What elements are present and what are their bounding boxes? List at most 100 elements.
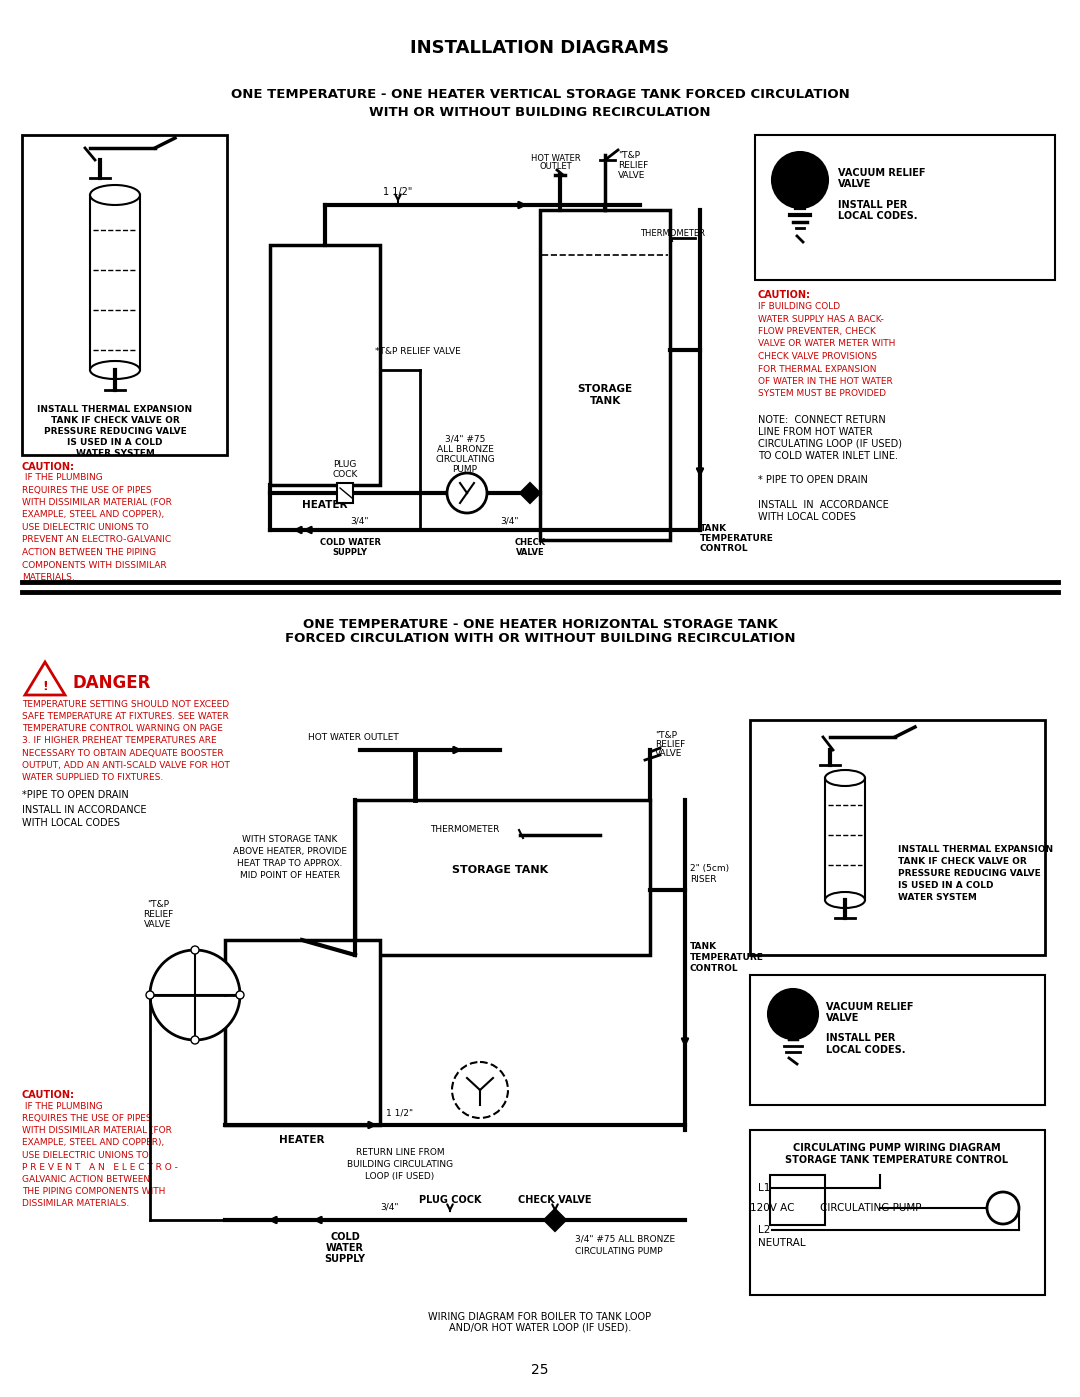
Text: TANK: TANK xyxy=(700,524,727,534)
Text: *PIPE TO OPEN DRAIN: *PIPE TO OPEN DRAIN xyxy=(22,789,129,800)
Text: VALVE: VALVE xyxy=(145,921,172,929)
Text: SUPPLY: SUPPLY xyxy=(333,548,367,557)
Text: * PIPE TO OPEN DRAIN: * PIPE TO OPEN DRAIN xyxy=(758,475,868,485)
Text: HOT WATER OUTLET: HOT WATER OUTLET xyxy=(308,733,399,742)
Text: CIRCULATING PUMP: CIRCULATING PUMP xyxy=(575,1248,663,1256)
Text: ONE TEMPERATURE - ONE HEATER VERTICAL STORAGE TANK FORCED CIRCULATION: ONE TEMPERATURE - ONE HEATER VERTICAL ST… xyxy=(231,88,849,102)
Text: PRESSURE REDUCING VALVE: PRESSURE REDUCING VALVE xyxy=(897,869,1041,879)
Text: INSTALL IN ACCORDANCE
WITH LOCAL CODES: INSTALL IN ACCORDANCE WITH LOCAL CODES xyxy=(22,805,147,828)
Circle shape xyxy=(191,1037,199,1044)
Text: 2" (5cm): 2" (5cm) xyxy=(690,863,729,873)
Text: 3/4": 3/4" xyxy=(501,515,519,525)
Text: WITH STORAGE TANK: WITH STORAGE TANK xyxy=(242,835,338,844)
Text: LINE FROM HOT WATER: LINE FROM HOT WATER xyxy=(758,427,873,437)
Text: 120V AC: 120V AC xyxy=(750,1203,795,1213)
Ellipse shape xyxy=(825,893,865,908)
Text: "T&P: "T&P xyxy=(654,731,677,740)
Text: CHECK VALVE: CHECK VALVE xyxy=(518,1194,592,1206)
Text: FORCED CIRCULATION WITH OR WITHOUT BUILDING RECIRCULATION: FORCED CIRCULATION WITH OR WITHOUT BUILD… xyxy=(285,631,795,645)
Text: 1 1/2": 1 1/2" xyxy=(383,187,413,197)
Text: VALVE: VALVE xyxy=(654,749,683,759)
Text: CIRCULATING LOOP (IF USED): CIRCULATING LOOP (IF USED) xyxy=(758,439,902,448)
Text: 25: 25 xyxy=(531,1363,549,1377)
Text: IF THE PLUMBING
REQUIRES THE USE OF PIPES
WITH DISSIMILAR MATERIAL (FOR
EXAMPLE,: IF THE PLUMBING REQUIRES THE USE OF PIPE… xyxy=(22,474,172,583)
Text: LOCAL CODES.: LOCAL CODES. xyxy=(826,1045,905,1055)
Ellipse shape xyxy=(90,184,140,205)
Text: TANK: TANK xyxy=(690,942,717,951)
Text: M: M xyxy=(998,1203,1009,1213)
Text: PLUG COCK: PLUG COCK xyxy=(419,1194,482,1206)
Text: RISER: RISER xyxy=(690,876,716,884)
Text: 3/4" #75: 3/4" #75 xyxy=(445,434,485,444)
Text: VALVE: VALVE xyxy=(838,179,872,189)
Text: TANK IF CHECK VALVE OR: TANK IF CHECK VALVE OR xyxy=(51,416,179,425)
Text: THERMOMETER: THERMOMETER xyxy=(640,229,705,237)
Bar xyxy=(755,136,1055,279)
Text: L2: L2 xyxy=(758,1225,770,1235)
Text: PLUG: PLUG xyxy=(334,460,356,469)
Text: CHECK: CHECK xyxy=(514,538,545,548)
Ellipse shape xyxy=(825,770,865,787)
Text: TEMPERATURE: TEMPERATURE xyxy=(690,953,764,963)
Circle shape xyxy=(447,474,487,513)
Text: TO COLD WATER INLET LINE.: TO COLD WATER INLET LINE. xyxy=(758,451,897,461)
Text: COLD: COLD xyxy=(330,1232,360,1242)
Text: WATER SYSTEM: WATER SYSTEM xyxy=(897,894,977,902)
Text: COLD WATER: COLD WATER xyxy=(320,538,380,548)
Bar xyxy=(770,1175,825,1225)
Text: CONTROL: CONTROL xyxy=(700,543,748,553)
Circle shape xyxy=(146,990,154,999)
Text: HEATER: HEATER xyxy=(280,1134,325,1146)
Text: TEMPERATURE: TEMPERATURE xyxy=(700,534,774,543)
Text: STORAGE TANK TEMPERATURE CONTROL: STORAGE TANK TEMPERATURE CONTROL xyxy=(785,1155,1009,1165)
Text: INSTALL PER: INSTALL PER xyxy=(826,1032,895,1044)
Text: "T&P: "T&P xyxy=(618,151,640,159)
Text: INSTALL THERMAL EXPANSION: INSTALL THERMAL EXPANSION xyxy=(897,845,1053,855)
Circle shape xyxy=(191,946,199,954)
Circle shape xyxy=(237,990,244,999)
Polygon shape xyxy=(544,1208,566,1231)
Text: 3/4": 3/4" xyxy=(381,1203,400,1213)
Text: 1 1/2": 1 1/2" xyxy=(387,1109,414,1118)
Text: THERMOMETER: THERMOMETER xyxy=(430,826,499,834)
Text: CAUTION:: CAUTION: xyxy=(758,291,811,300)
Text: STORAGE TANK: STORAGE TANK xyxy=(451,865,548,875)
Text: CONTROL: CONTROL xyxy=(690,964,739,972)
Text: INSTALLATION DIAGRAMS: INSTALLATION DIAGRAMS xyxy=(410,39,670,57)
Text: COCK: COCK xyxy=(333,469,357,479)
Text: STORAGE
TANK: STORAGE TANK xyxy=(578,384,633,407)
Text: IS USED IN A COLD: IS USED IN A COLD xyxy=(67,439,163,447)
Text: CIRCULATING PUMP: CIRCULATING PUMP xyxy=(820,1203,921,1213)
Bar xyxy=(750,1130,1045,1295)
Bar xyxy=(225,940,380,1125)
Text: WATER SYSTEM: WATER SYSTEM xyxy=(76,448,154,458)
Text: RELIEF: RELIEF xyxy=(654,740,685,749)
Text: ABOVE HEATER, PROVIDE: ABOVE HEATER, PROVIDE xyxy=(233,847,347,856)
Text: VALVE: VALVE xyxy=(515,548,544,557)
Text: INSTALL THERMAL EXPANSION: INSTALL THERMAL EXPANSION xyxy=(38,405,192,414)
Text: VACUUM RELIEF: VACUUM RELIEF xyxy=(826,1002,914,1011)
Text: RELIEF: RELIEF xyxy=(143,909,173,919)
Text: WITH LOCAL CODES: WITH LOCAL CODES xyxy=(758,511,855,522)
Polygon shape xyxy=(519,483,540,503)
Text: !: ! xyxy=(42,679,48,693)
Text: L1: L1 xyxy=(758,1183,770,1193)
Text: VALVE: VALVE xyxy=(618,170,646,179)
Bar xyxy=(750,719,1045,956)
Text: BUILDING CIRCULATING: BUILDING CIRCULATING xyxy=(347,1160,454,1169)
Text: PUMP: PUMP xyxy=(453,465,477,474)
Text: HOT WATER: HOT WATER xyxy=(531,154,581,163)
Bar xyxy=(540,210,670,541)
Text: INSTALL  IN  ACCORDANCE: INSTALL IN ACCORDANCE xyxy=(758,500,889,510)
Text: DANGER: DANGER xyxy=(72,673,150,692)
Text: IF BUILDING COLD
WATER SUPPLY HAS A BACK-
FLOW PREVENTER, CHECK
VALVE OR WATER M: IF BUILDING COLD WATER SUPPLY HAS A BACK… xyxy=(758,302,895,398)
Polygon shape xyxy=(25,662,65,694)
Text: 3/4": 3/4" xyxy=(351,515,369,525)
Ellipse shape xyxy=(90,360,140,379)
Text: WITH OR WITHOUT BUILDING RECIRCULATION: WITH OR WITHOUT BUILDING RECIRCULATION xyxy=(369,106,711,120)
Text: IF THE PLUMBING
REQUIRES THE USE OF PIPES
WITH DISSIMILAR MATERIAL (FOR
EXAMPLE,: IF THE PLUMBING REQUIRES THE USE OF PIPE… xyxy=(22,1102,178,1208)
Text: VALVE: VALVE xyxy=(826,1013,860,1023)
Text: LOCAL CODES.: LOCAL CODES. xyxy=(838,211,918,221)
Text: "T&P: "T&P xyxy=(147,900,168,909)
Circle shape xyxy=(987,1192,1020,1224)
